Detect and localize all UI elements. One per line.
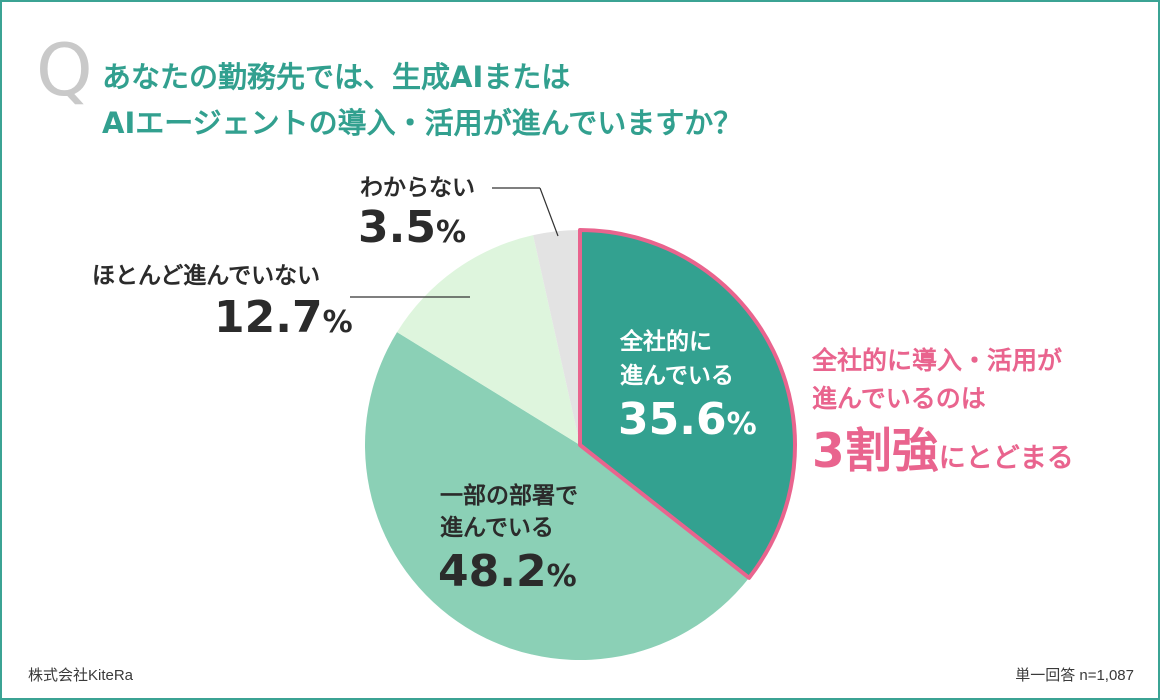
slice-value-company-wide: 35.6%	[618, 394, 757, 445]
slice-label-hardly: ほとんど進んでいない	[92, 263, 321, 289]
pie-slice-unknown	[533, 230, 580, 445]
leader-line-unknown-diagonal	[539, 187, 559, 237]
pie-slice-company-wide	[578, 228, 797, 580]
question-title: あなたの勤務先では、生成AIまたは AIエージェントの導入・活用が進んでいますか…	[102, 54, 1002, 146]
callout-emphasis: 3割強	[812, 424, 939, 479]
slice-label-company-wide-line2: 進んでいる	[620, 363, 734, 389]
slice-value-unknown: 3.5%	[358, 202, 467, 253]
question-line-1: あなたの勤務先では、生成AIまたは	[102, 60, 571, 94]
question-line-2: AIエージェントの導入・活用が進んでいますか？	[102, 106, 743, 140]
slice-label-some-depts-line2: 進んでいる	[440, 515, 554, 541]
pie-slices	[365, 228, 797, 660]
slice-value-some-depts: 48.2%	[438, 546, 577, 597]
leader-lines	[350, 187, 559, 298]
slice-value-hardly: 12.7%	[214, 292, 353, 343]
question-mark-icon: Q	[36, 28, 93, 112]
pie-slice-some-depts	[365, 332, 750, 660]
callout-line-3: 3割強にとどまる	[812, 422, 1074, 482]
callout-line-2: 進んでいるのは	[812, 384, 986, 413]
slice-label-company-wide-line1: 全社的に	[620, 329, 712, 355]
footer-sample-note: 単一回答 n=1,087	[1015, 667, 1134, 684]
callout-line-1: 全社的に導入・活用が	[812, 346, 1063, 375]
slice-label-unknown: わからない	[360, 175, 475, 201]
slice-label-some-depts-line1: 一部の部署で	[440, 483, 578, 509]
pie-slice-hardly	[397, 235, 580, 445]
callout-rest: にとどまる	[938, 443, 1074, 474]
callout-annotation: 全社的に導入・活用が 進んでいるのは 3割強にとどまる	[812, 342, 1074, 482]
footer-source: 株式会社KiteRa	[28, 667, 134, 684]
